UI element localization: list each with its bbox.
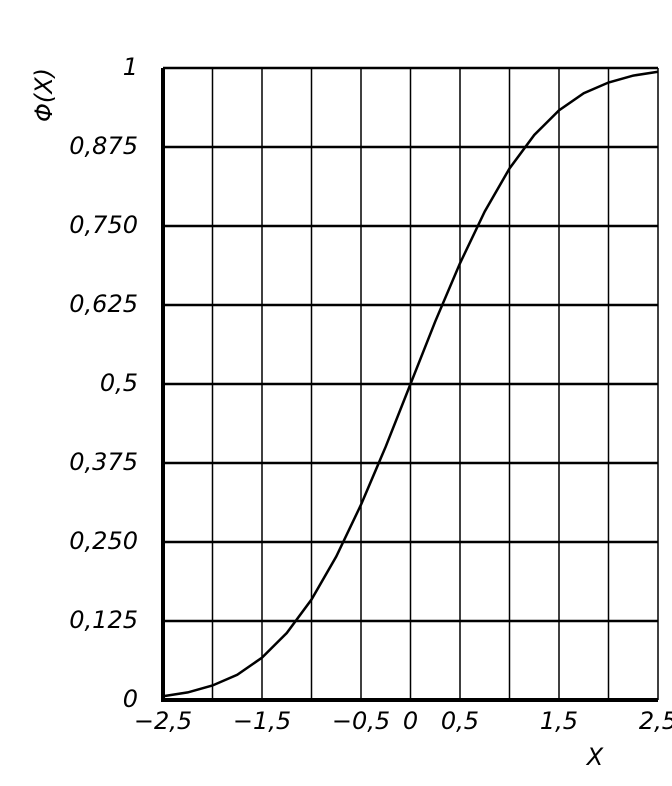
x-tick-label: −2,5 [134,707,192,735]
x-tick-label: 1,5 [540,707,578,735]
y-tick-label: 0,625 [69,290,138,318]
x-axis-label: X [585,743,604,771]
y-tick-label: 0,875 [69,132,138,160]
y-tick-label: 0,125 [69,606,138,634]
y-tick-label: 1 [123,53,138,81]
line-series [162,70,659,698]
x-tick-label: −1,5 [233,707,291,735]
x-tick-label: −0,5 [332,707,390,735]
y-tick-label: 0,375 [69,448,138,476]
x-tick-label: 0,5 [441,707,479,735]
y-tick-label: 0,5 [100,369,138,397]
x-tick-label: 0 [403,707,418,735]
y-tick-label: 0,750 [69,211,138,239]
x-tick-label: 2,5 [639,707,672,735]
y-tick-label: 0 [123,685,138,713]
y-axis-label: Φ(X) [30,68,58,122]
y-tick-label: 0,250 [69,527,138,555]
